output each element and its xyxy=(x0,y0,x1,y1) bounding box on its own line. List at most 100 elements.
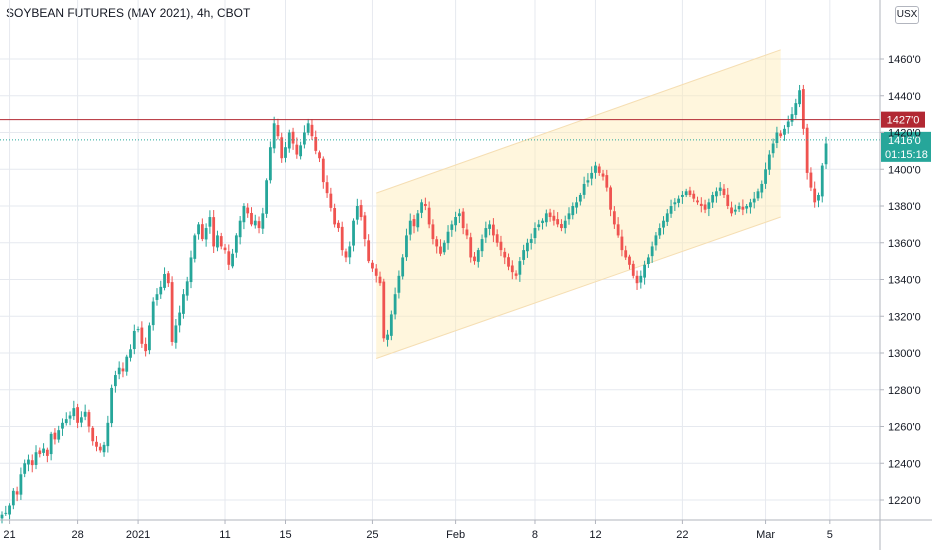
candle-body xyxy=(495,234,499,243)
candle xyxy=(371,260,374,272)
candle xyxy=(234,233,238,258)
candle-body xyxy=(76,407,79,423)
candle-body xyxy=(318,152,321,159)
candle xyxy=(42,443,45,456)
candle xyxy=(359,199,363,221)
candle xyxy=(337,220,340,232)
y-tick-label: 1300'0 xyxy=(888,348,921,360)
candle-body xyxy=(529,239,533,243)
candle-body xyxy=(79,417,83,423)
candle xyxy=(38,447,42,458)
candle-body xyxy=(268,147,272,181)
candle-body xyxy=(61,422,64,429)
candle-body xyxy=(333,208,337,225)
candle-body xyxy=(284,147,287,158)
candle xyxy=(98,443,102,453)
candle xyxy=(779,130,783,139)
resistance-label: 1427'0 xyxy=(887,115,920,127)
candle xyxy=(507,253,510,271)
candle-body xyxy=(771,143,775,154)
candle xyxy=(393,287,397,320)
candle-body xyxy=(805,127,809,173)
candle-body xyxy=(261,213,265,229)
candle xyxy=(352,218,355,252)
candle xyxy=(681,191,684,204)
candle-body xyxy=(677,198,681,203)
candle xyxy=(261,207,265,235)
candle-body xyxy=(174,325,178,343)
candle-body xyxy=(567,213,571,220)
candle-body xyxy=(790,114,794,122)
resistance-label-bg xyxy=(881,111,925,128)
candle-body xyxy=(480,239,484,252)
candle-body xyxy=(779,133,783,137)
candle-body xyxy=(23,463,27,474)
y-tick-label: 1280'0 xyxy=(888,385,921,397)
candle xyxy=(30,454,34,473)
candle xyxy=(242,203,246,230)
candle-body xyxy=(11,490,15,506)
candle xyxy=(484,221,488,243)
candle xyxy=(650,241,654,263)
candle-body xyxy=(227,251,231,265)
candle-body xyxy=(87,412,91,427)
candle xyxy=(745,203,749,214)
y-tick-label: 1420'0 xyxy=(888,128,921,140)
candle xyxy=(503,247,507,265)
candle-body xyxy=(219,236,223,247)
candle-body xyxy=(42,448,45,453)
candle-body xyxy=(91,427,95,442)
candle xyxy=(764,162,767,189)
candle xyxy=(348,241,352,265)
candle-body xyxy=(49,433,53,455)
candle-body xyxy=(563,220,567,229)
candle-body xyxy=(786,121,790,128)
candle xyxy=(408,213,412,241)
candle-body xyxy=(102,444,106,453)
candle-body xyxy=(699,203,703,206)
candle-body xyxy=(45,449,49,456)
candle-body xyxy=(295,144,299,155)
candle xyxy=(752,191,756,209)
x-tick-label: 25 xyxy=(366,529,378,541)
channel-lower-line xyxy=(376,216,781,359)
candle-body xyxy=(98,446,102,451)
currency-badge[interactable]: USX xyxy=(895,6,919,24)
candle-body xyxy=(594,165,597,173)
candle xyxy=(665,209,669,226)
candle xyxy=(200,218,204,242)
candle xyxy=(412,214,416,234)
candle-body xyxy=(726,194,730,206)
candle-body xyxy=(117,367,121,375)
candle-body xyxy=(182,294,185,314)
candle xyxy=(537,219,541,231)
y-tick-label: 1380'0 xyxy=(888,201,921,213)
candle-body xyxy=(650,246,654,257)
candle-body xyxy=(276,125,280,137)
candle-body xyxy=(794,103,798,115)
candle xyxy=(374,264,378,283)
candle-body xyxy=(612,211,616,225)
candle xyxy=(250,207,253,227)
candle xyxy=(688,186,692,198)
candle xyxy=(299,141,303,160)
candle xyxy=(166,270,170,287)
candle xyxy=(450,220,454,237)
candle-body xyxy=(27,459,30,465)
candle-body xyxy=(499,241,503,251)
price-channel xyxy=(376,49,781,359)
candle xyxy=(616,217,620,238)
candle-body xyxy=(363,215,367,240)
candle xyxy=(49,431,53,461)
candle xyxy=(730,201,733,217)
candle xyxy=(193,233,197,263)
candle-body xyxy=(166,273,170,284)
candle xyxy=(767,150,771,175)
candle-body xyxy=(163,273,166,288)
candle-body xyxy=(0,514,4,519)
candle xyxy=(174,319,178,349)
candle-body xyxy=(654,235,658,246)
candle-body xyxy=(582,183,586,195)
candle xyxy=(801,84,805,135)
candle-body xyxy=(155,294,159,300)
